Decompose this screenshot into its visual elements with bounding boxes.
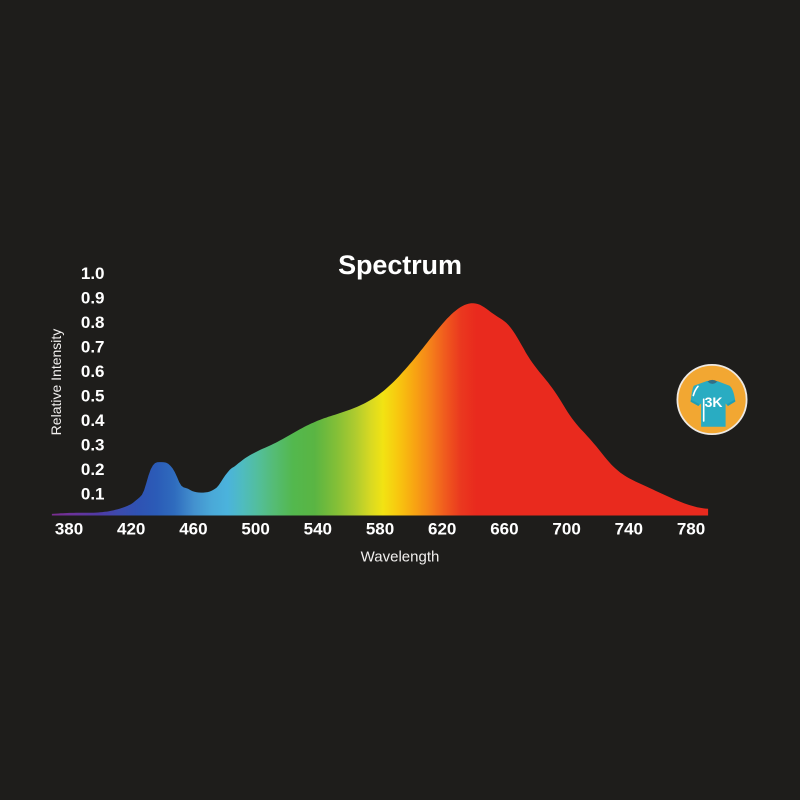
svg-text:580: 580 — [366, 520, 394, 539]
svg-text:660: 660 — [490, 520, 518, 539]
svg-text:780: 780 — [677, 520, 705, 539]
svg-text:540: 540 — [304, 520, 332, 539]
svg-text:0.3: 0.3 — [81, 436, 105, 455]
svg-text:0.6: 0.6 — [81, 362, 105, 381]
svg-text:620: 620 — [428, 520, 456, 539]
svg-text:420: 420 — [117, 520, 145, 539]
svg-text:0.1: 0.1 — [81, 485, 105, 504]
svg-text:0.9: 0.9 — [81, 289, 105, 308]
svg-text:460: 460 — [179, 520, 207, 539]
svg-text:Wavelength: Wavelength — [361, 549, 440, 566]
svg-text:0.8: 0.8 — [81, 313, 105, 332]
svg-text:0.7: 0.7 — [81, 338, 105, 357]
svg-text:380: 380 — [55, 520, 83, 539]
svg-text:3K: 3K — [705, 394, 723, 410]
svg-text:Relative Intensity: Relative Intensity — [48, 329, 64, 436]
svg-text:0.5: 0.5 — [81, 387, 105, 406]
svg-text:0.4: 0.4 — [81, 411, 105, 430]
svg-text:1.0: 1.0 — [81, 264, 105, 283]
svg-text:500: 500 — [241, 520, 269, 539]
svg-text:700: 700 — [552, 520, 580, 539]
svg-text:740: 740 — [615, 520, 643, 539]
svg-text:0.2: 0.2 — [81, 460, 105, 479]
svg-text:Spectrum: Spectrum — [338, 250, 462, 280]
